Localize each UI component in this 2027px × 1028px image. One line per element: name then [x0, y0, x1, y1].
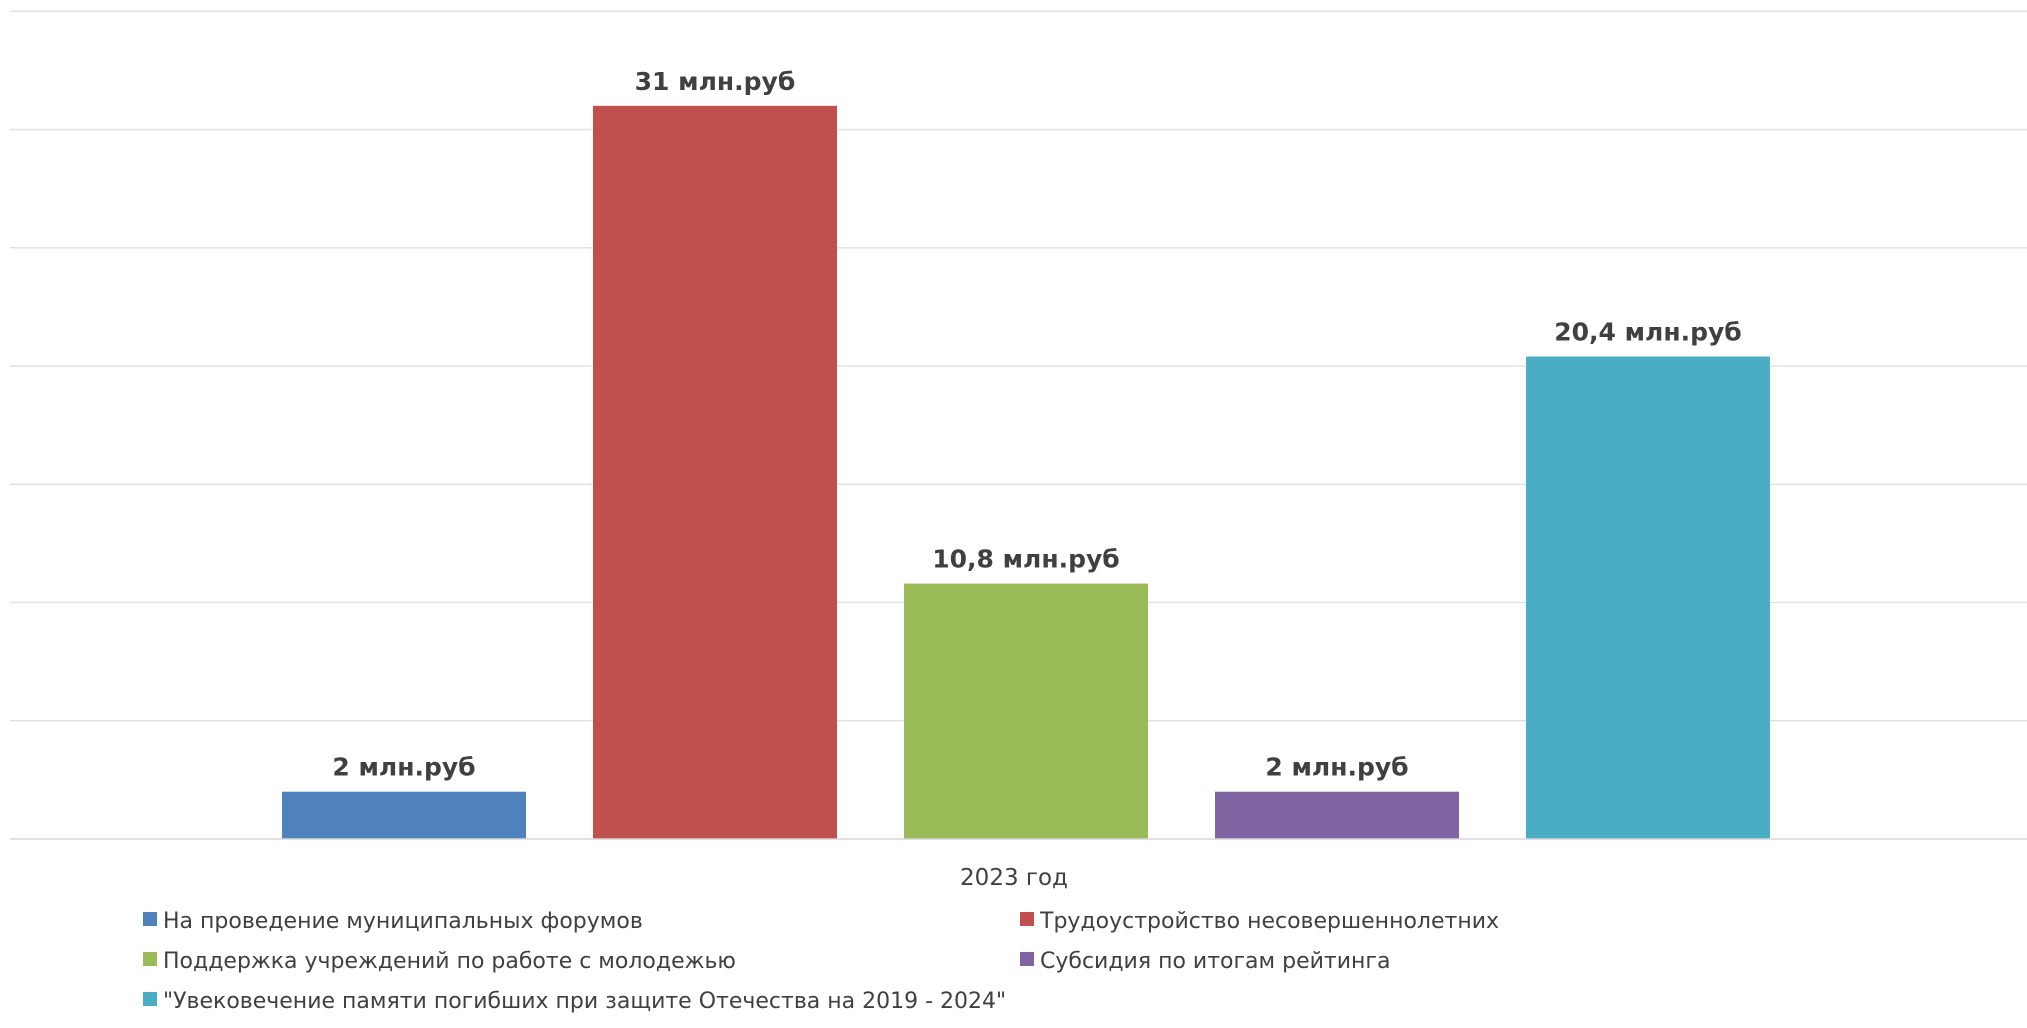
- data-label-series-3: 10,8 млн.руб: [932, 545, 1120, 574]
- bar-layer: [282, 105, 1770, 840]
- legend-item-1: На проведение муниципальных форумов: [143, 909, 643, 934]
- legend: На проведение муниципальных форумов Трудо…: [143, 909, 1499, 1014]
- legend-swatch-3: [143, 952, 157, 966]
- grid-layer: [10, 10, 2027, 722]
- data-label-series-5: 20,4 млн.руб: [1554, 318, 1742, 347]
- bar-series-2: [593, 105, 837, 840]
- legend-item-5: "Увековечение памяти погибших при защите…: [143, 989, 1006, 1014]
- bar-series-5: [1526, 356, 1770, 839]
- bar-series-3: [904, 583, 1148, 839]
- legend-label-1: На проведение муниципальных форумов: [163, 909, 643, 934]
- label-layer: 2 млн.руб 31 млн.руб 10,8 млн.руб 2 млн.руб…: [332, 67, 1741, 782]
- legend-swatch-5: [143, 992, 157, 1006]
- bar-series-4: [1215, 791, 1459, 839]
- data-label-series-4: 2 млн.руб: [1265, 753, 1408, 782]
- bar-series-1: [282, 791, 526, 839]
- legend-label-2: Трудоустройство несовершеннолетних: [1039, 909, 1499, 934]
- data-label-series-2: 31 млн.руб: [635, 67, 796, 96]
- legend-label-3: Поддержка учреждений по работе с молодеж…: [163, 949, 736, 974]
- legend-swatch-2: [1020, 912, 1034, 926]
- legend-swatch-1: [143, 912, 157, 926]
- legend-label-5: "Увековечение памяти погибших при защите…: [163, 989, 1006, 1014]
- legend-item-3: Поддержка учреждений по работе с молодеж…: [143, 949, 736, 974]
- legend-label-4: Субсидия по итогам рейтинга: [1040, 949, 1390, 974]
- legend-swatch-4: [1020, 952, 1034, 966]
- legend-item-4: Субсидия по итогам рейтинга: [1020, 949, 1390, 974]
- category-label-2023: 2023 год: [960, 865, 1068, 891]
- legend-item-2: Трудоустройство несовершеннолетних: [1020, 909, 1499, 934]
- data-label-series-1: 2 млн.руб: [332, 753, 475, 782]
